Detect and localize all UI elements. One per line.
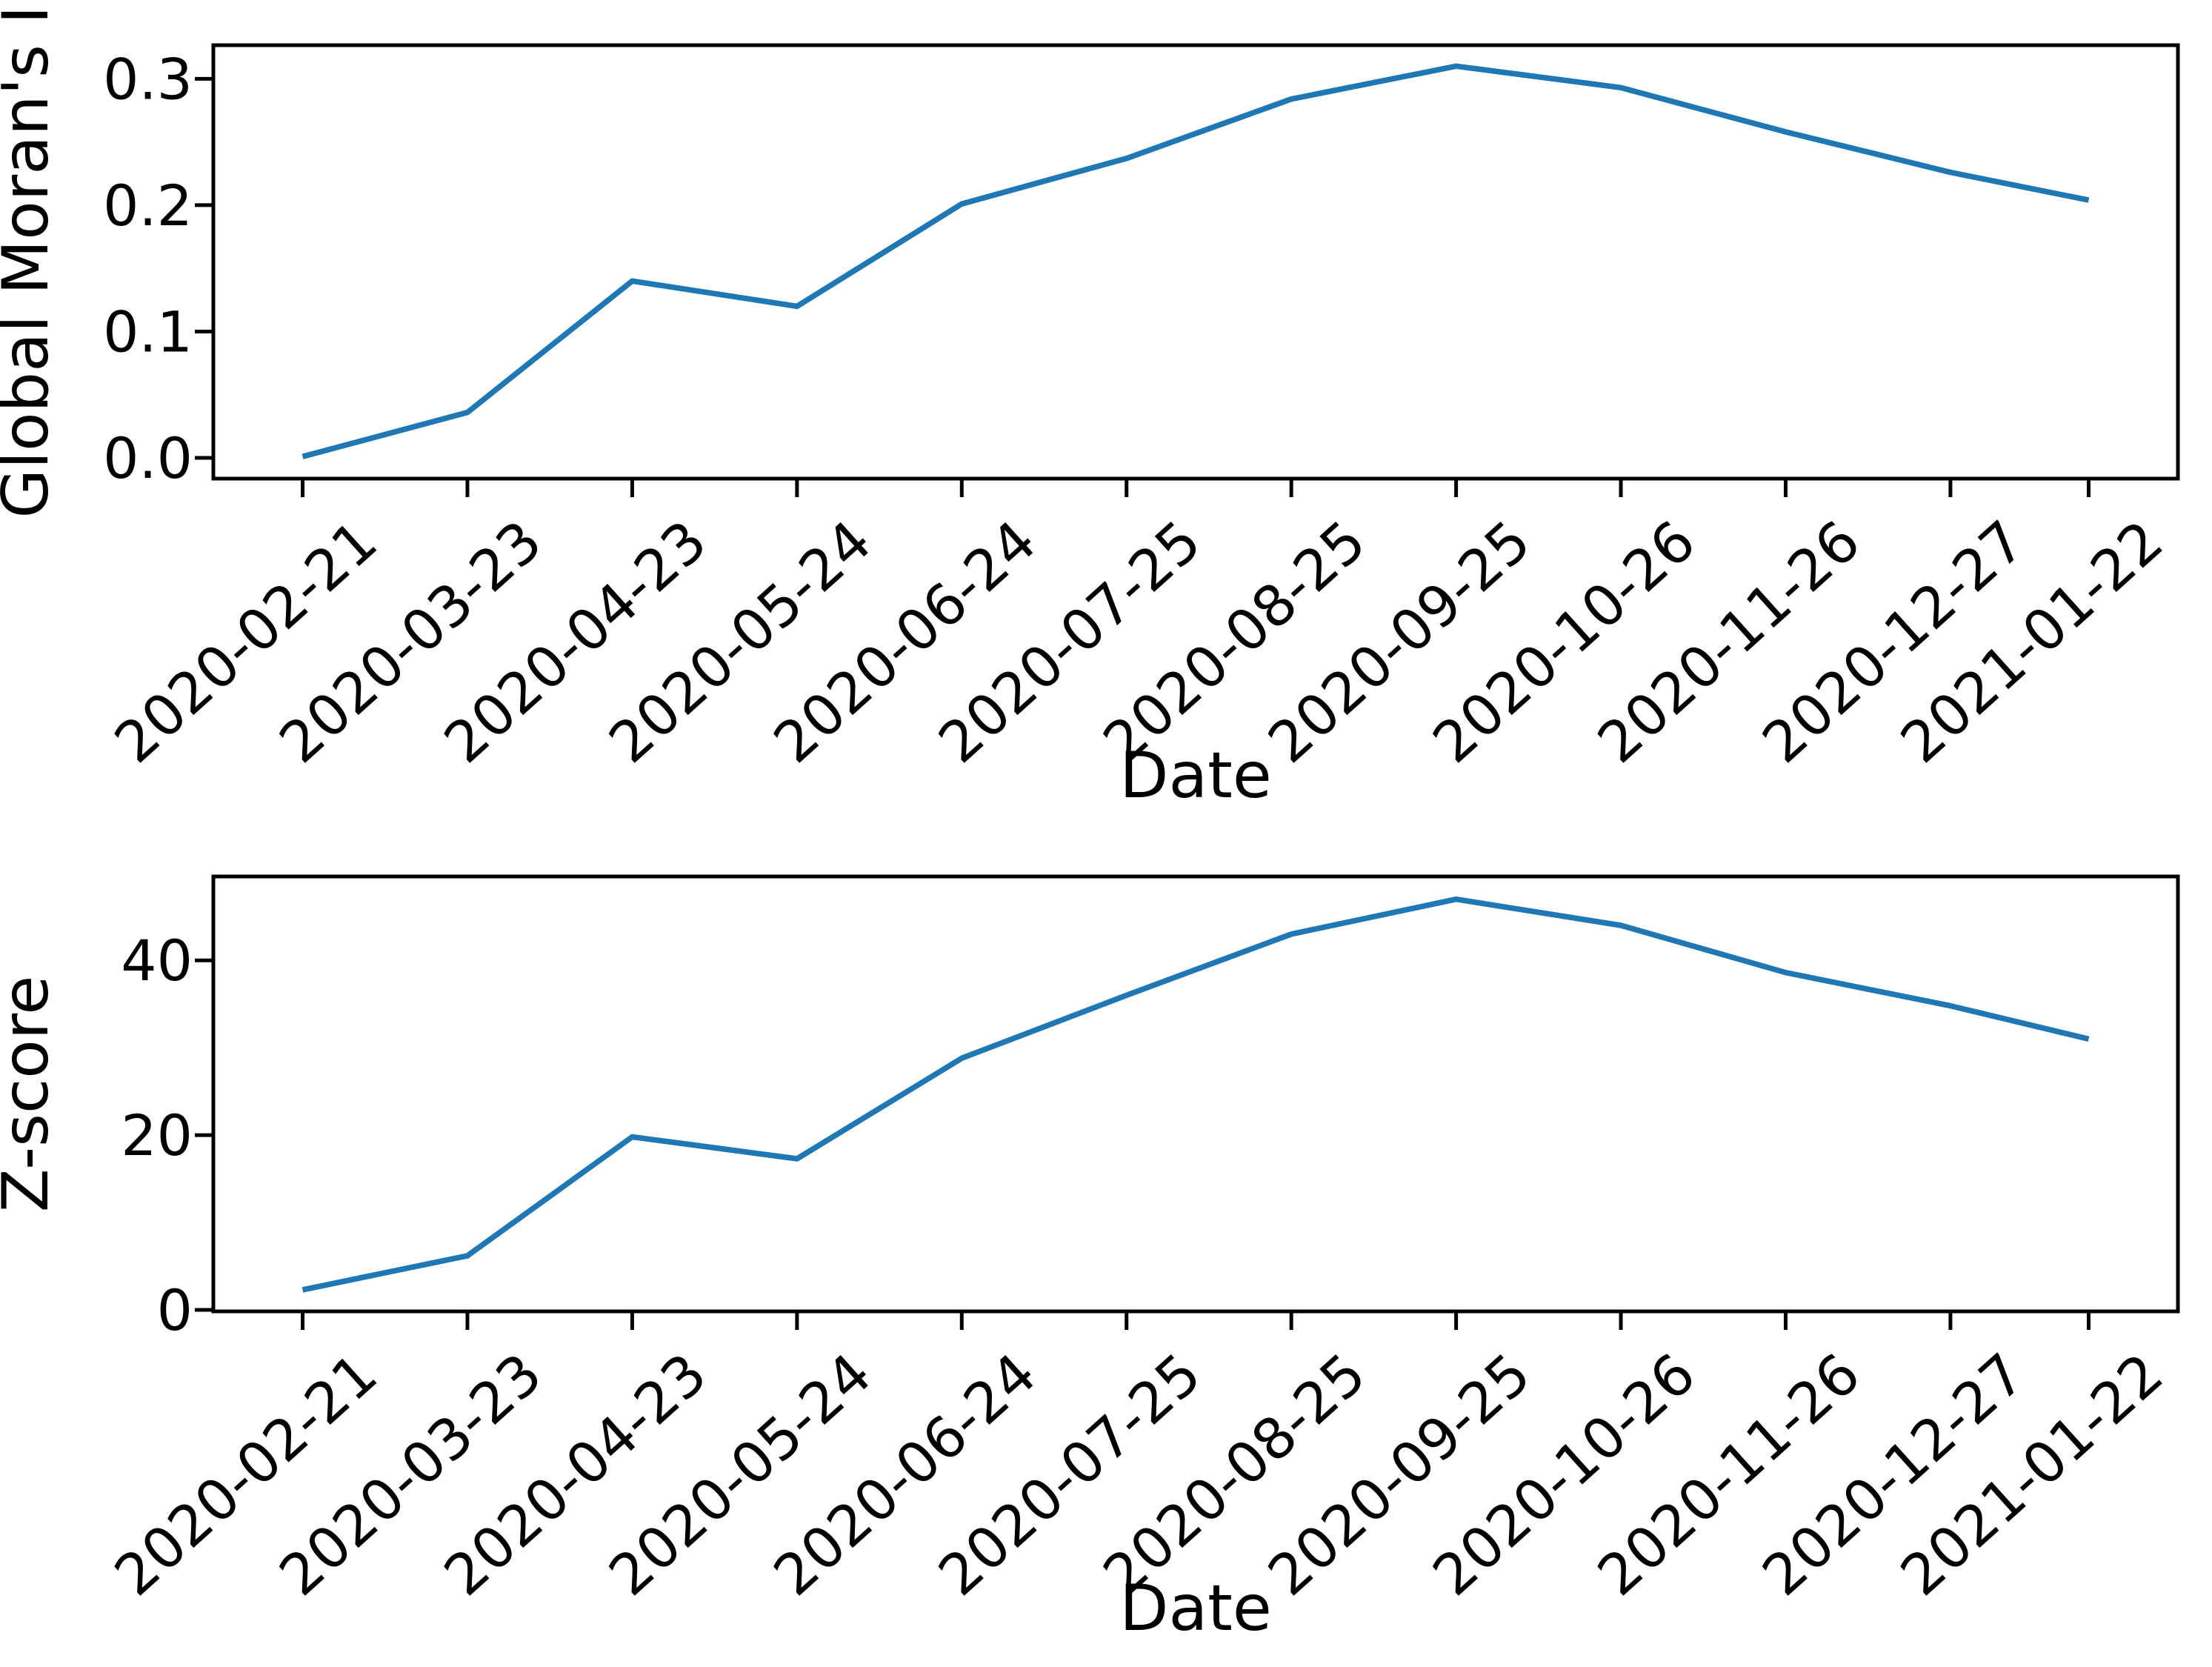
z-score-line <box>302 896 2090 1293</box>
y-axis-label-z-score: Z-score <box>0 976 63 1213</box>
morans-i-panel: 2020-02-212020-03-232020-04-232020-05-24… <box>0 5 2180 813</box>
z-score-panel: 2020-02-212020-03-232020-04-232020-05-24… <box>0 874 2180 1646</box>
plot-area <box>211 874 2180 1314</box>
y-tick-label: 0.0 <box>103 425 193 491</box>
morans-i-line <box>302 63 2090 459</box>
y-tick-label: 0.2 <box>103 173 193 239</box>
y-axis-label-morans-i: Global Moran's I <box>0 5 63 518</box>
y-tick-label: 0.3 <box>103 46 193 112</box>
y-tick-label: 40 <box>121 928 193 994</box>
plot-area <box>211 43 2180 481</box>
y-tick-label: 0.1 <box>103 299 193 365</box>
x-axis-label-date-bottom: Date <box>1119 1571 1272 1646</box>
y-tick-label: 20 <box>121 1102 193 1168</box>
y-tick-label: 0 <box>157 1277 193 1343</box>
x-axis-label-date-top: Date <box>1119 739 1272 813</box>
